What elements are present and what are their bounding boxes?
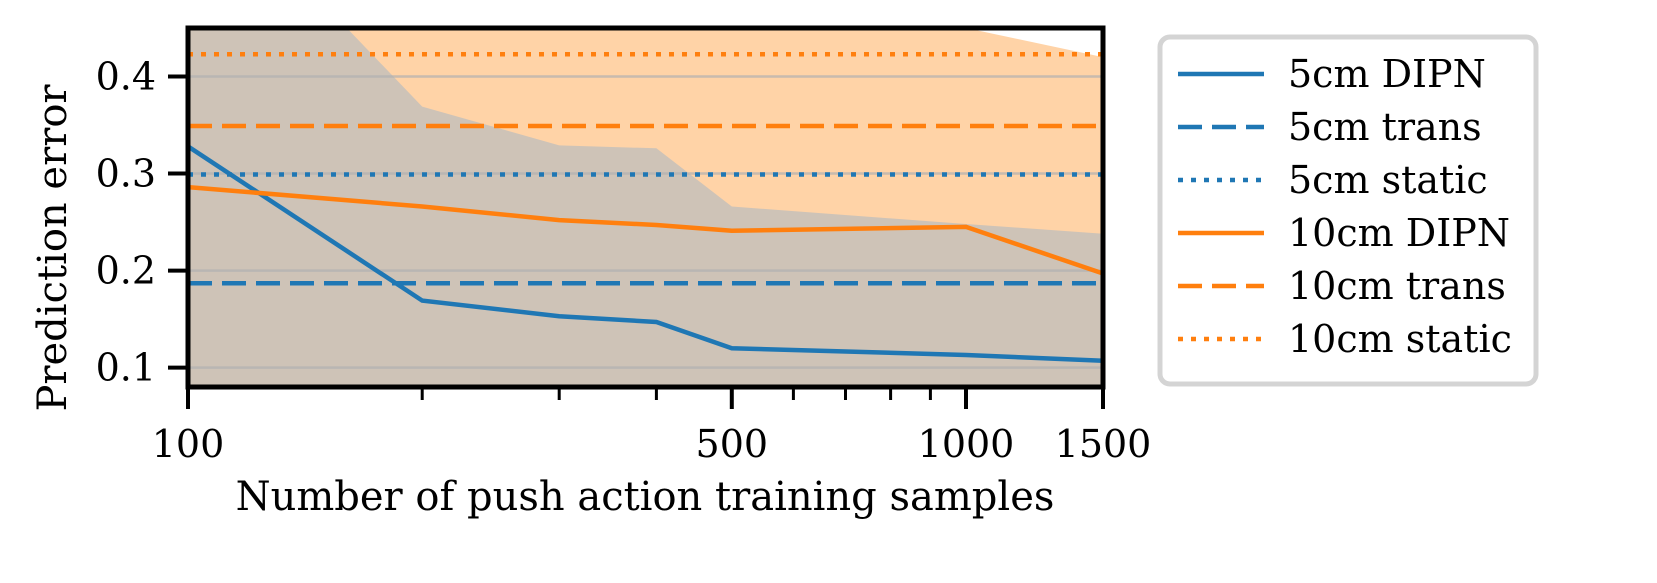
plot-frame: [185, 25, 1106, 390]
x-tick-label: 500: [696, 422, 769, 466]
series-5cm-dipn: [188, 144, 1103, 364]
legend-label: 5cm DIPN: [1288, 52, 1486, 96]
series-lines: [188, 51, 1103, 364]
legend-label: 10cm DIPN: [1288, 211, 1510, 255]
y-axis-label: Prediction error: [30, 84, 76, 412]
x-axis: 100 500 1000 1500: [152, 387, 1152, 466]
legend-label: 5cm trans: [1288, 105, 1482, 149]
legend-label: 5cm static: [1288, 158, 1488, 202]
series-10cm-dipn: [188, 184, 1103, 276]
y-tick-label: 0.3: [96, 152, 156, 196]
x-tick-label: 1500: [1055, 422, 1152, 466]
y-axis: 0.1 0.2 0.3 0.4: [96, 55, 188, 390]
y-tick-label: 0.4: [96, 55, 156, 99]
legend-box: [1157, 34, 1539, 387]
y-tick-label: 0.1: [96, 346, 156, 390]
legend: 5cm DIPN 5cm trans 5cm static 10cm DIPN 10cm…: [1157, 34, 1539, 387]
legend-label: 10cm static: [1288, 317, 1512, 361]
x-tick-label: 1000: [918, 422, 1015, 466]
y-tick-label: 0.2: [96, 249, 156, 293]
x-axis-label: Number of push action training samples: [236, 474, 1055, 520]
confidence-bands: [188, 28, 1103, 387]
legend-label: 10cm trans: [1288, 264, 1506, 308]
x-tick-label: 100: [152, 422, 225, 466]
